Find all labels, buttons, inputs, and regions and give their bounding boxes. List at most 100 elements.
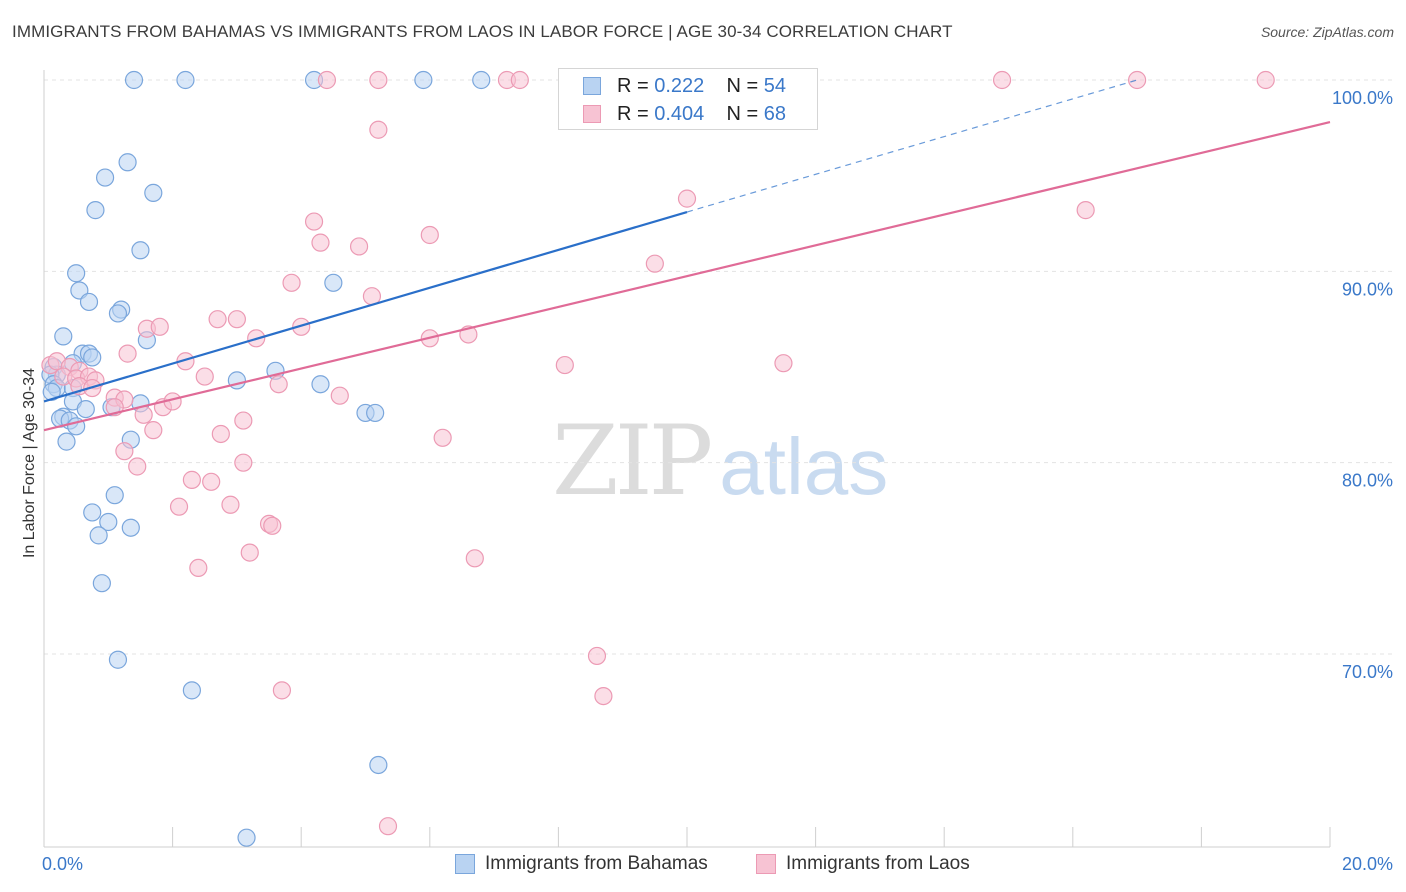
legend-text-bahamas: R = 0.222 N = 54: [617, 75, 786, 98]
point-laos: [292, 317, 311, 336]
legend-text-laos: R = 0.404 N = 68: [617, 103, 786, 126]
point-laos: [555, 355, 574, 375]
trendline-bahamas-extension: [686, 79, 1138, 213]
source-label: Source: ZipAtlas.com: [1260, 24, 1394, 40]
point-laos: [182, 470, 201, 489]
watermark: ZIP atlas: [552, 405, 888, 517]
point-laos: [369, 120, 388, 139]
point-laos: [369, 70, 388, 90]
point-bahamas: [83, 503, 102, 522]
point-bahamas: [472, 70, 491, 90]
point-bahamas: [182, 681, 201, 700]
point-laos: [115, 442, 134, 461]
point-bahamas: [311, 375, 330, 394]
y-tick-label: 80.0%: [1342, 471, 1393, 491]
point-laos: [150, 317, 169, 336]
legend-n-value-laos: 68: [763, 102, 787, 125]
point-bahamas: [124, 70, 144, 90]
point-bahamas: [105, 486, 124, 505]
point-laos: [510, 70, 529, 90]
point-bahamas: [42, 382, 61, 401]
point-laos: [202, 472, 221, 491]
bottom-legend-laos: Immigrants from Laos: [756, 852, 970, 876]
point-bahamas: [131, 241, 150, 260]
point-laos: [169, 497, 189, 516]
point-bahamas: [366, 403, 385, 423]
point-laos: [317, 70, 337, 90]
bottom-legend-label-laos: Immigrants from Laos: [786, 853, 970, 874]
point-bahamas: [108, 304, 128, 323]
y-tick-label: 100.0%: [1332, 88, 1393, 108]
point-bahamas: [144, 183, 163, 202]
x-tick-label: 0.0%: [42, 854, 83, 874]
point-bahamas: [176, 70, 195, 90]
point-bahamas: [414, 70, 433, 90]
point-laos: [128, 457, 147, 476]
legend-swatch-bahamas: [583, 77, 601, 95]
point-bahamas: [89, 526, 108, 545]
x-tick-label: 20.0%: [1342, 854, 1393, 874]
bottom-legend-swatch-bahamas: [455, 854, 475, 874]
point-laos: [208, 310, 227, 329]
legend-n-value-bahamas: 54: [763, 74, 787, 97]
point-laos: [349, 237, 369, 256]
point-bahamas: [95, 168, 115, 187]
bottom-legend-bahamas: Immigrants from Bahamas: [455, 852, 708, 876]
point-laos: [1127, 70, 1147, 90]
trendline-bahamas: [43, 210, 688, 403]
point-laos: [304, 212, 324, 231]
legend-r-value-bahamas: 0.222: [654, 74, 705, 97]
legend-row-laos: R = 0.404 N = 68: [583, 103, 786, 126]
point-laos: [195, 367, 214, 386]
point-laos: [240, 543, 259, 562]
point-laos: [378, 817, 398, 836]
legend-r-label: R =: [617, 102, 655, 125]
point-laos: [234, 411, 253, 430]
chart-title: IMMIGRANTS FROM BAHAMAS VS IMMIGRANTS FR…: [12, 22, 953, 41]
point-laos: [465, 549, 484, 568]
point-bahamas: [79, 292, 99, 312]
y-tick-label: 90.0%: [1342, 279, 1393, 299]
point-laos: [992, 70, 1012, 90]
point-bahamas: [99, 512, 118, 532]
point-laos: [1076, 201, 1095, 220]
legend-box: R = 0.222 N = 54 R = 0.404 N = 68: [558, 68, 818, 130]
legend-r-value-laos: 0.404: [654, 102, 705, 125]
legend-n-label: N =: [726, 74, 764, 97]
watermark-zip: ZIP: [552, 405, 713, 517]
point-laos: [134, 405, 153, 424]
point-laos: [677, 189, 697, 208]
point-bahamas: [121, 518, 140, 537]
point-laos: [211, 424, 230, 444]
point-laos: [420, 225, 439, 245]
point-bahamas: [92, 574, 111, 593]
y-axis-label: In Labor Force | Age 30-34: [21, 367, 38, 559]
y-tick-label: 70.0%: [1342, 662, 1393, 682]
point-laos: [311, 233, 330, 252]
point-laos: [282, 273, 301, 292]
point-laos: [221, 495, 240, 514]
point-bahamas: [86, 201, 105, 220]
point-laos: [269, 375, 288, 394]
point-bahamas: [108, 650, 128, 669]
point-laos: [263, 516, 282, 535]
point-bahamas: [57, 432, 76, 451]
point-laos: [234, 453, 253, 472]
trendline-laos: [43, 121, 1331, 432]
point-bahamas: [369, 755, 388, 775]
point-laos: [330, 386, 349, 405]
point-laos: [645, 254, 664, 273]
point-laos: [433, 428, 452, 447]
point-laos: [118, 344, 137, 363]
point-laos: [227, 310, 246, 329]
watermark-atlas: atlas: [719, 422, 889, 511]
point-laos: [587, 646, 607, 666]
point-bahamas: [118, 153, 137, 172]
point-laos: [774, 354, 793, 373]
point-bahamas: [324, 273, 343, 292]
point-laos: [144, 421, 163, 440]
legend-row-bahamas: R = 0.222 N = 54: [583, 75, 786, 98]
point-bahamas: [237, 828, 256, 847]
point-laos: [594, 686, 613, 706]
